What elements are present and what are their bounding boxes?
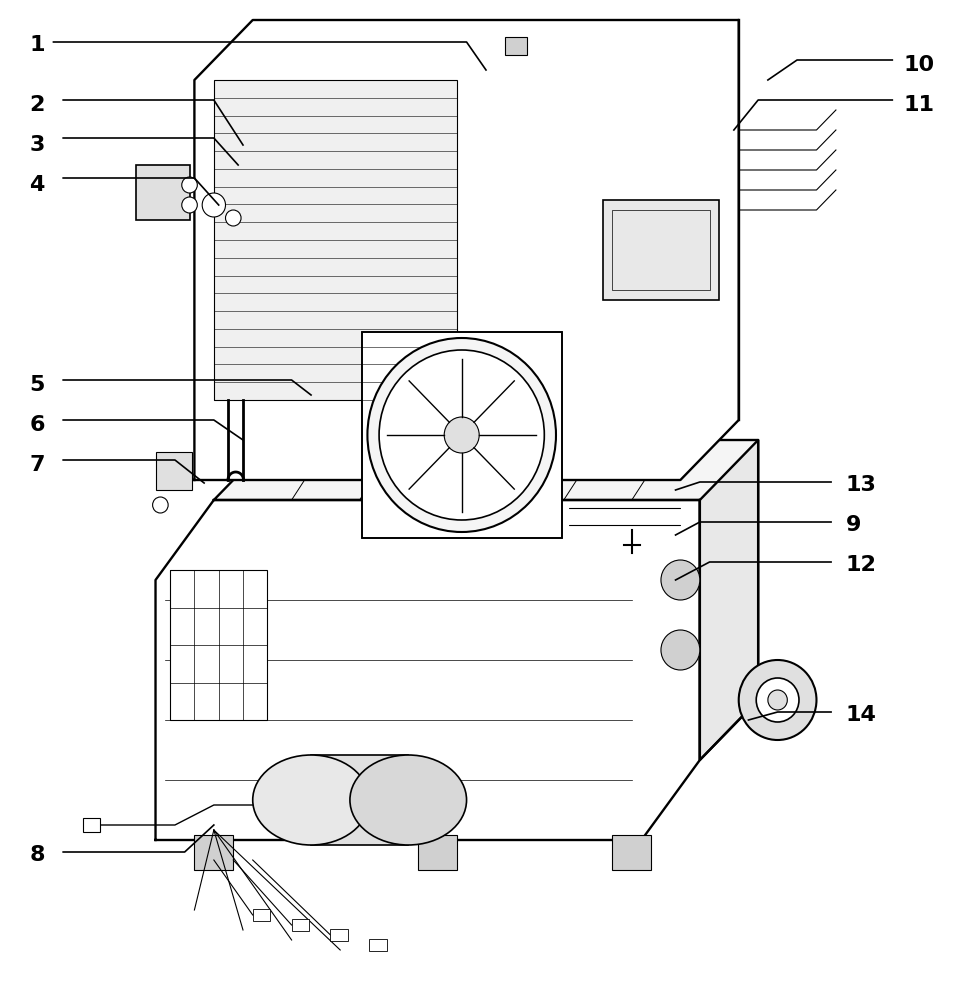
Text: 12: 12	[846, 555, 877, 575]
Circle shape	[182, 177, 197, 193]
Text: 7: 7	[29, 455, 45, 475]
Bar	[170, 570, 267, 720]
Bar	[369, 939, 387, 951]
Circle shape	[661, 560, 700, 600]
Circle shape	[768, 690, 787, 710]
Polygon shape	[214, 440, 758, 760]
Bar	[194, 835, 233, 870]
Bar	[612, 835, 651, 870]
Bar	[418, 835, 457, 870]
Bar	[136, 165, 190, 220]
Circle shape	[367, 338, 556, 532]
Bar	[603, 200, 719, 300]
Bar	[612, 210, 710, 290]
Text: 14: 14	[846, 705, 877, 725]
Text: 1: 1	[29, 35, 45, 55]
Circle shape	[444, 417, 479, 453]
Circle shape	[153, 497, 168, 513]
Bar	[362, 332, 562, 538]
Text: 8: 8	[29, 845, 45, 865]
Bar	[330, 929, 348, 941]
Text: 13: 13	[846, 475, 877, 495]
Text: 11: 11	[904, 95, 935, 115]
Text: 5: 5	[29, 375, 45, 395]
Circle shape	[756, 678, 799, 722]
Polygon shape	[700, 440, 758, 760]
Text: 4: 4	[29, 175, 45, 195]
Circle shape	[182, 197, 197, 213]
Text: 6: 6	[29, 415, 45, 435]
Bar	[292, 919, 309, 931]
Circle shape	[226, 210, 241, 226]
Bar	[362, 332, 562, 538]
Bar	[505, 37, 527, 55]
Text: 3: 3	[29, 135, 45, 155]
Circle shape	[379, 350, 544, 520]
Text: 10: 10	[904, 55, 935, 75]
Polygon shape	[194, 20, 739, 480]
Bar	[253, 909, 270, 921]
Text: 2: 2	[29, 95, 45, 115]
Bar	[156, 452, 192, 490]
Text: 9: 9	[846, 515, 861, 535]
Circle shape	[739, 660, 816, 740]
Circle shape	[661, 630, 700, 670]
Ellipse shape	[253, 755, 369, 845]
Polygon shape	[156, 500, 700, 840]
Bar	[83, 818, 100, 832]
Circle shape	[202, 193, 226, 217]
Ellipse shape	[350, 755, 467, 845]
Bar	[311, 755, 408, 845]
Bar	[214, 80, 457, 400]
